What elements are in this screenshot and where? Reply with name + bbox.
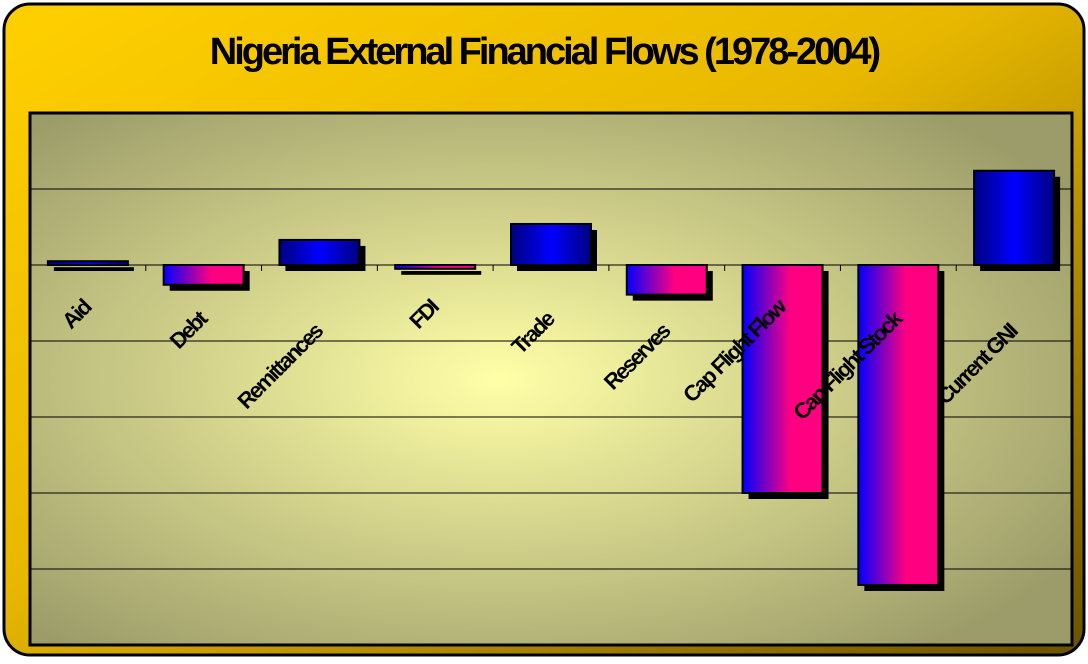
bar-shadow — [53, 267, 134, 271]
bar — [973, 169, 1056, 266]
chart-title: Nigeria External Financial Flows (1978-2… — [210, 31, 880, 73]
bar — [857, 264, 940, 586]
bar — [162, 264, 245, 286]
bar — [510, 222, 592, 267]
bar — [46, 260, 129, 267]
bar-shadow — [401, 271, 482, 275]
bar — [625, 264, 708, 296]
bar — [278, 238, 361, 266]
bar — [741, 264, 824, 494]
bar — [394, 264, 477, 270]
